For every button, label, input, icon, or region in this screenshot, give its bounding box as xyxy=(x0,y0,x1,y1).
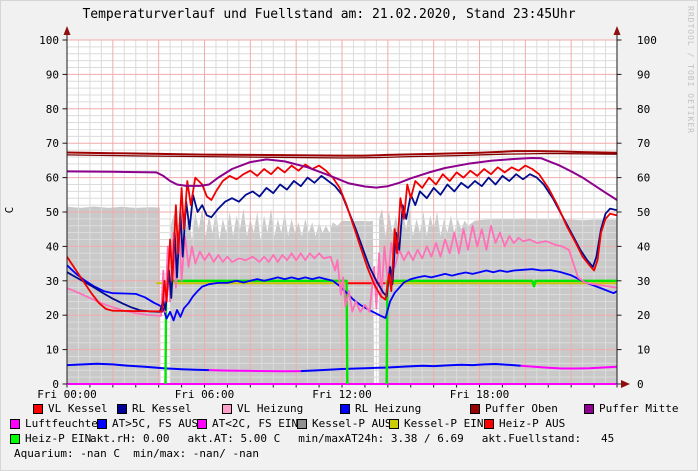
legend-item: RL Heizung xyxy=(340,402,470,415)
legend-item: Luftfeuchte xyxy=(10,417,98,430)
legend-item: AT>5C, FS AUS xyxy=(97,417,199,430)
y-tick-label: 70 xyxy=(46,137,59,150)
legend-label: Puffer Mitte xyxy=(599,402,679,415)
y-tick-label: 50 xyxy=(46,206,59,219)
x-tick-label: Fri 18:00 xyxy=(450,388,510,401)
rrdtool-watermark: RRDTOOL / TOBI OETIKER xyxy=(686,6,695,134)
legend-label: AT>5C, FS AUS xyxy=(112,417,199,430)
legend-item: AT<2C, FS EIN xyxy=(197,417,299,430)
legend-item: Puffer Mitte xyxy=(584,402,678,415)
legend-row-1: VL Kessel RL Kessel VL Heizung RL Heizung Pu… xyxy=(0,401,698,416)
legend-label: Heiz-P EIN xyxy=(25,432,92,445)
y-tick-label-right: 20 xyxy=(637,309,650,322)
stat-akt-at: akt.AT: 5.00 C xyxy=(187,432,281,445)
y-tick-label-right: 50 xyxy=(637,206,650,219)
legend-item-heiz-p-ein: Heiz-P EIN xyxy=(10,432,92,445)
legend-swatch xyxy=(222,403,232,414)
legend-item: VL Kessel xyxy=(33,402,117,415)
series-heiz-p-ein-2 xyxy=(385,279,617,385)
series-puffer-oben-min xyxy=(66,152,618,159)
x-tick-label: Fri 12:00 xyxy=(312,388,372,401)
legend-item: VL Heizung xyxy=(222,402,340,415)
y-tick-label-right: 10 xyxy=(637,344,650,357)
legend-swatch xyxy=(584,403,594,414)
legend-swatch xyxy=(470,403,480,414)
stat-akt-rh: akt.rH: 0.00 xyxy=(90,432,170,445)
y-tick-label: 40 xyxy=(46,240,59,253)
heiz-p-ein-swatch xyxy=(10,433,20,444)
y-tick-label-right: 30 xyxy=(637,275,650,288)
legend-item: Kessel-P AUS xyxy=(297,417,392,430)
y-tick-label-right: 60 xyxy=(637,172,650,185)
legend-swatch xyxy=(297,418,307,429)
legend-swatch xyxy=(117,403,127,414)
x-tick-label: Fri 00:00 xyxy=(37,388,97,401)
legend-row-4: Aquarium: -nan C min/max: -nan/ -nan xyxy=(0,446,698,461)
legend-swatch xyxy=(10,418,20,429)
legend: VL Kessel RL Kessel VL Heizung RL Heizung Pu… xyxy=(0,401,698,461)
series-at-fs-ein-2 xyxy=(520,364,618,370)
legend-item: RL Kessel xyxy=(117,402,222,415)
stat-akt-fuellstand: akt.Fuellstand: 45 xyxy=(481,432,615,445)
legend-label: Heiz-P AUS xyxy=(499,417,566,430)
legend-label: AT<2C, FS EIN xyxy=(212,417,299,430)
legend-label: VL Heizung xyxy=(237,402,304,415)
aquarium-stats: Aquarium: -nan C min/max: -nan/ -nan xyxy=(14,447,260,460)
series-puffer-oben xyxy=(66,150,618,157)
y-tick-label: 90 xyxy=(46,68,59,81)
y-tick-label-right: 90 xyxy=(637,68,650,81)
y-tick-label: 20 xyxy=(46,309,59,322)
legend-row-2: Luftfeuchte AT>5C, FS AUS AT<2C, FS EIN Kes… xyxy=(0,416,698,431)
graph-title: Temperaturverlauf und Fuellstand am: 21.… xyxy=(82,7,576,22)
stat-minmax-at24h: min/maxAT24h: 3.38 / 6.69 xyxy=(298,432,464,445)
y-tick-label-right: 80 xyxy=(637,103,650,116)
legend-row-3: Heiz-P EIN akt.rH: 0.00 akt.AT: 5.00 C m… xyxy=(0,431,698,446)
legend-swatch xyxy=(33,403,43,414)
series-vl-heizung xyxy=(66,224,618,317)
series-at-fs-aus-1 xyxy=(66,362,210,372)
y-axis-arrow-left xyxy=(63,26,71,35)
series-heiz-p-ein-1 xyxy=(164,279,349,385)
y-axis-arrow-right xyxy=(613,26,621,35)
legend-label: Kessel-P AUS xyxy=(312,417,392,430)
x-tick-label: Fri 06:00 xyxy=(175,388,235,401)
y-tick-label: 0 xyxy=(52,378,59,391)
y-tick-label: 10 xyxy=(46,344,59,357)
x-axis-arrow xyxy=(621,380,630,388)
series-puffer-mitte xyxy=(66,157,618,201)
legend-item: Puffer Oben xyxy=(470,402,584,415)
legend-label: Puffer Oben xyxy=(485,402,558,415)
legend-label: Luftfeuchte xyxy=(25,417,98,430)
legend-swatch xyxy=(389,418,399,429)
legend-label: VL Kessel xyxy=(48,402,108,415)
y-tick-label: 80 xyxy=(46,103,59,116)
series-at-fs-aus-2 xyxy=(300,363,521,373)
legend-label: RL Kessel xyxy=(132,402,192,415)
legend-item: Heiz-P AUS xyxy=(484,417,565,430)
y-tick-label-right: 0 xyxy=(637,378,644,391)
y-tick-label-right: 40 xyxy=(637,240,650,253)
legend-item: Kessel-P EIN xyxy=(389,417,484,430)
legend-swatch xyxy=(97,418,107,429)
series-vl-kessel xyxy=(66,163,618,313)
y-tick-label: 100 xyxy=(39,34,59,47)
legend-swatch xyxy=(197,418,207,429)
y-tick-label-right: 70 xyxy=(637,137,650,150)
legend-label: Kessel-P EIN xyxy=(404,417,484,430)
y-tick-label: 60 xyxy=(46,172,59,185)
legend-swatch xyxy=(484,418,494,429)
y-axis-unit-label: C xyxy=(3,207,16,214)
y-tick-label-right: 100 xyxy=(637,34,657,47)
series-at-fs-ein-1 xyxy=(209,369,301,373)
y-tick-label: 30 xyxy=(46,275,59,288)
legend-label: RL Heizung xyxy=(355,402,422,415)
legend-swatch xyxy=(340,403,350,414)
